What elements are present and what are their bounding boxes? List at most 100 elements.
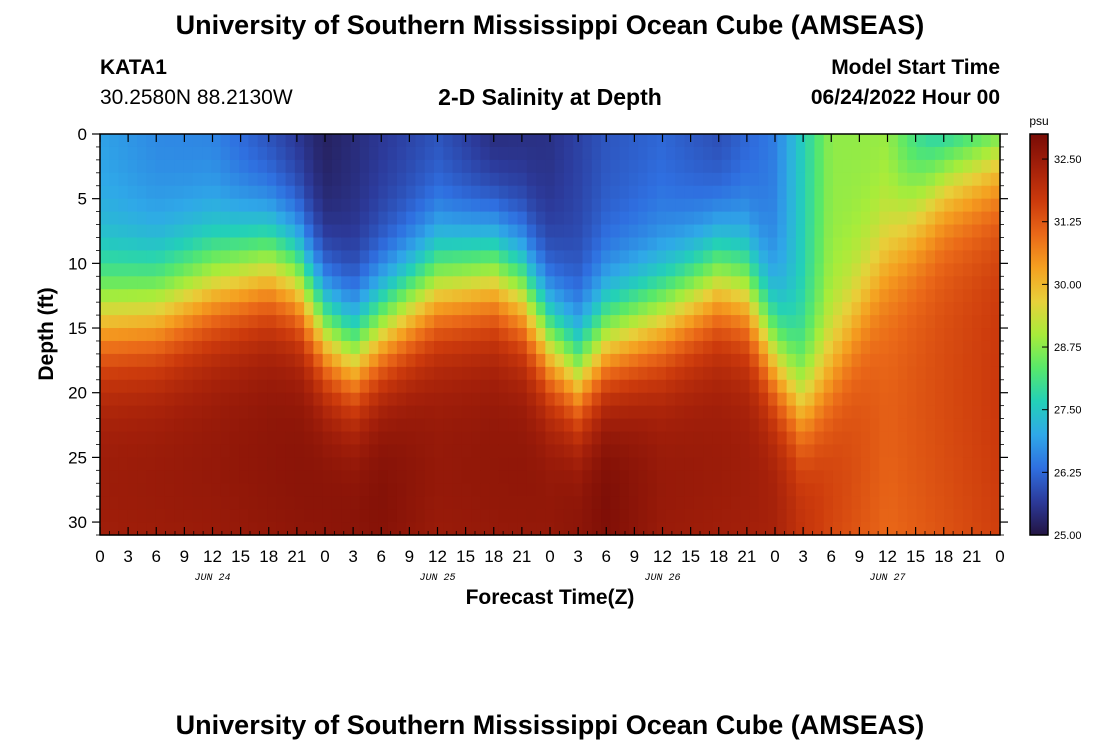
heatmap-cell [740,509,751,523]
heatmap-cell [786,392,797,407]
heatmap-cell [359,431,370,446]
x-tick-label: 18 [709,547,728,566]
heatmap-cell [647,302,658,316]
heatmap-cell [498,353,509,368]
heatmap-cell [276,470,287,484]
heatmap-cell [758,198,769,213]
heatmap-cell [563,263,574,277]
heatmap-cell [656,483,667,497]
heatmap-cell [907,250,918,264]
heatmap-cell [248,328,259,342]
heatmap-cell [137,146,147,161]
heatmap-cell [554,392,565,407]
heatmap-cell [712,146,723,161]
heatmap-cell [703,328,713,342]
heatmap-cell [109,483,120,497]
heatmap-cell [155,340,166,355]
heatmap-cell [545,418,556,433]
heatmap-cell [461,509,472,523]
heatmap-cell [563,379,574,394]
heatmap-cell [944,509,955,523]
heatmap-cell [480,315,491,329]
heatmap-cell [972,457,983,471]
heatmap-cell [990,444,1001,458]
heatmap-cell [155,431,166,446]
heatmap-cell [220,444,231,458]
heatmap-cell [183,496,194,510]
heatmap-cell [870,444,880,458]
heatmap-cell [740,470,751,484]
heatmap-cell [118,340,129,355]
heatmap-cell [276,328,287,342]
heatmap-cell [508,276,519,290]
heatmap-cell [916,392,927,407]
heatmap-cell [424,172,435,187]
heatmap-cell [935,483,945,497]
heatmap-cell [823,159,834,174]
heatmap-cell [350,431,361,446]
heatmap-cell [248,159,259,174]
heatmap-cell [944,353,955,368]
heatmap-cell [127,172,138,187]
heatmap-cell [239,509,250,523]
heatmap-cell [461,276,472,290]
heatmap-cell [935,457,945,471]
heatmap-cell [415,276,426,290]
heatmap-cell [137,522,147,536]
heatmap-cell [406,172,417,187]
heatmap-cell [795,431,806,446]
heatmap-cell [127,392,138,407]
heatmap-cell [601,328,611,342]
heatmap-cell [118,392,129,407]
heatmap-cell [508,522,519,536]
heatmap-cell [155,185,166,200]
heatmap-cell [508,496,519,510]
heatmap-cell [684,224,695,239]
heatmap-cell [573,224,584,239]
heatmap-cell [127,315,138,329]
heatmap-cell [563,418,574,433]
heatmap-cell [415,418,426,433]
heatmap-cell [591,328,602,342]
heatmap-cell [888,340,899,355]
heatmap-cell [146,405,157,420]
heatmap-cell [118,405,129,420]
heatmap-cell [526,444,537,458]
heatmap-cell [638,522,649,536]
heatmap-cell [294,134,305,148]
heatmap-cell [146,211,157,226]
colorbar-tick-label: 28.75 [1054,342,1082,354]
heatmap-cell [832,431,843,446]
date-label: JUN 27 [869,573,905,584]
heatmap-cell [452,172,463,187]
heatmap-cell [972,392,983,407]
heatmap-cell [842,379,853,394]
heatmap-cell [814,418,825,433]
heatmap-cell [573,172,584,187]
heatmap-cell [851,146,862,161]
heatmap-cell [202,353,212,368]
heatmap-cell [981,392,992,407]
heatmap-cell [452,237,463,252]
heatmap-cell [953,522,964,536]
heatmap-cell [202,444,212,458]
heatmap-cell [359,444,370,458]
heatmap-cell [619,431,630,446]
heatmap-cell [536,405,546,420]
heatmap-cell [916,211,927,226]
heatmap-cell [925,496,936,510]
heatmap-cell [174,146,185,161]
heatmap-cell [638,457,649,471]
heatmap-cell [693,146,704,161]
heatmap-cell [322,353,333,368]
heatmap-cell [962,496,973,510]
heatmap-cell [925,224,936,239]
heatmap-cell [805,353,816,368]
heatmap-cell [675,172,686,187]
heatmap-cell [545,509,556,523]
heatmap-cell [768,340,778,355]
heatmap-cell [814,444,825,458]
heatmap-cell [174,250,185,264]
heatmap-cell [155,211,166,226]
heatmap-cell [628,172,639,187]
